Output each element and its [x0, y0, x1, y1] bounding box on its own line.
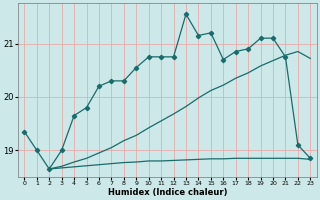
X-axis label: Humidex (Indice chaleur): Humidex (Indice chaleur)	[108, 188, 227, 197]
